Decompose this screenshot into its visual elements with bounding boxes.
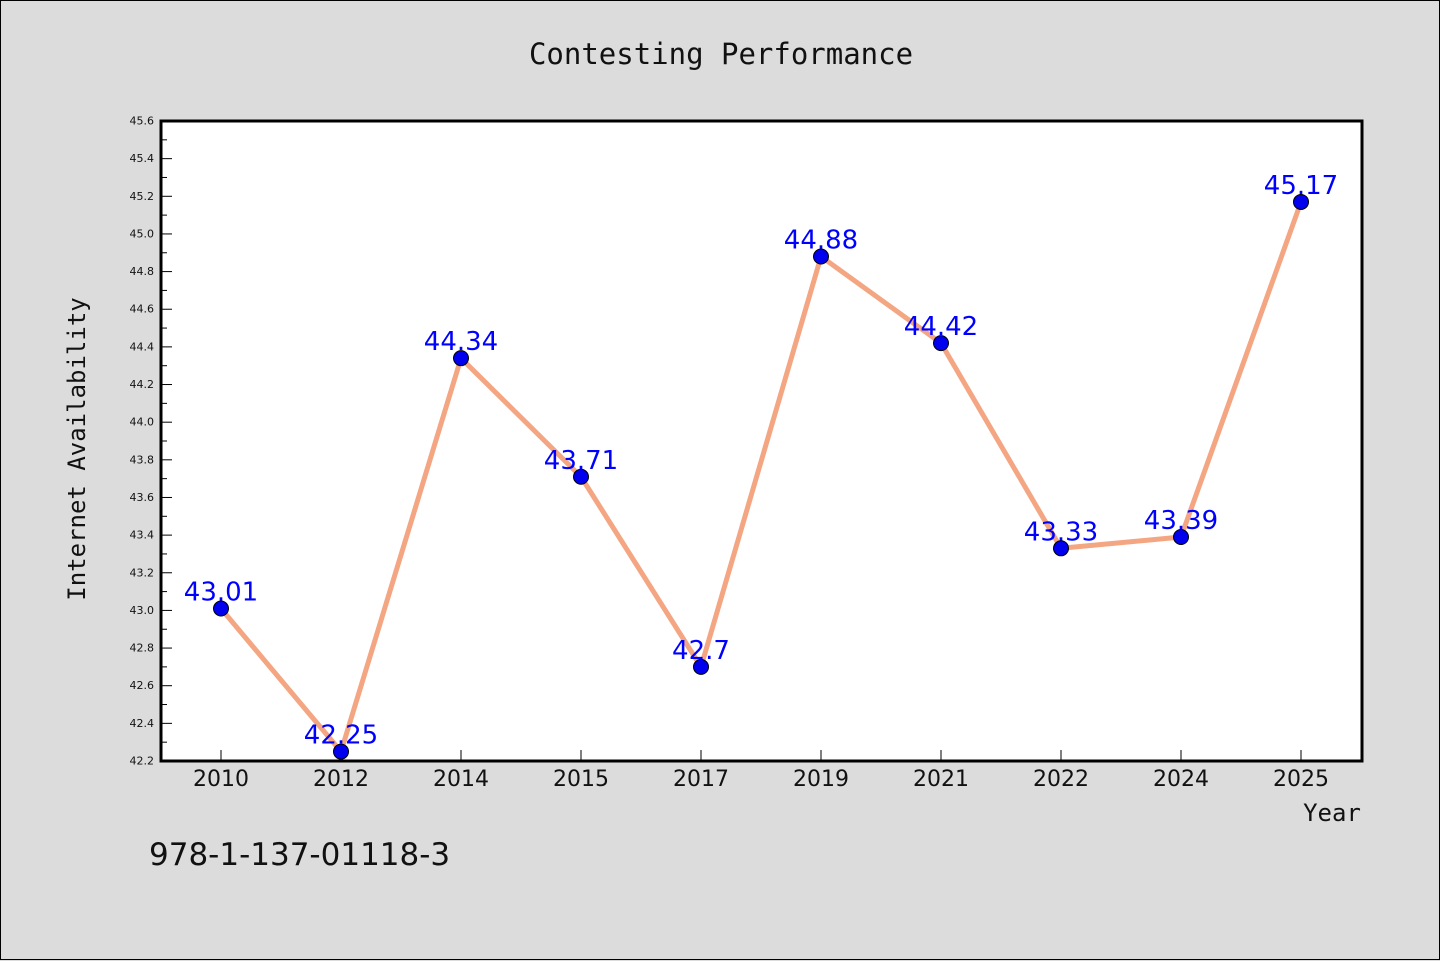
data-point bbox=[813, 248, 829, 265]
chart-title: Contesting Performance bbox=[529, 37, 913, 71]
x-tick-label: 2015 bbox=[553, 767, 609, 792]
data-point bbox=[1173, 529, 1189, 545]
data-point bbox=[933, 335, 949, 352]
y-tick-label: 45.2 bbox=[130, 190, 155, 203]
data-label: 44.34 bbox=[424, 327, 498, 357]
y-tick-label: 43.2 bbox=[130, 566, 155, 579]
x-tick-label: 2022 bbox=[1033, 767, 1089, 792]
y-tick-label: 43.0 bbox=[130, 604, 155, 617]
x-tick-label: 2019 bbox=[793, 767, 849, 792]
y-axis-label: Internet Availability bbox=[63, 297, 91, 600]
y-tick-label: 43.4 bbox=[130, 529, 155, 542]
data-labels-group: 43.01 42.25 44.34 43.71 42.7 44.88 44.42 43.33 4… bbox=[184, 171, 1338, 751]
plot-border bbox=[159, 119, 1364, 763]
y-axis-ticks: 42.2 42.4 42.6 42.8 43.0 43.2 43.4 43.6 43.8 44.0… bbox=[130, 115, 172, 768]
data-point bbox=[693, 658, 709, 675]
y-tick-label: 42.2 bbox=[130, 755, 155, 768]
plot-area bbox=[161, 121, 1362, 761]
y-tick-label: 43.8 bbox=[130, 453, 155, 466]
x-tick-label: 2025 bbox=[1273, 767, 1329, 792]
y-tick-label: 42.4 bbox=[130, 717, 155, 730]
series-line-group bbox=[218, 199, 1304, 755]
data-label: 43.33 bbox=[1024, 517, 1098, 547]
data-point bbox=[1293, 193, 1309, 210]
data-point bbox=[1053, 540, 1069, 557]
data-label: 44.42 bbox=[904, 312, 978, 342]
x-axis-label: Year bbox=[1303, 799, 1361, 827]
data-points-group bbox=[213, 193, 1309, 760]
data-label: 44.88 bbox=[784, 226, 858, 256]
data-point bbox=[573, 468, 589, 485]
y-tick-label: 44.8 bbox=[130, 265, 155, 278]
x-tick-label: 2024 bbox=[1153, 767, 1209, 792]
data-label: 42.7 bbox=[672, 636, 730, 666]
series-line bbox=[218, 199, 1304, 755]
data-point bbox=[213, 600, 229, 617]
y-tick-label: 44.6 bbox=[130, 303, 155, 316]
x-tick-label: 2012 bbox=[313, 767, 369, 792]
x-tick-label: 2017 bbox=[673, 767, 729, 792]
y-tick-label: 43.6 bbox=[130, 491, 155, 504]
y-tick-label: 42.6 bbox=[130, 679, 155, 692]
data-label: 43.01 bbox=[184, 578, 258, 608]
y-tick-label: 45.0 bbox=[130, 227, 155, 240]
x-tick-label: 2010 bbox=[193, 767, 249, 792]
y-tick-label: 44.4 bbox=[130, 340, 155, 353]
y-tick-label: 42.8 bbox=[130, 642, 155, 655]
y-tick-label: 44.2 bbox=[130, 378, 155, 391]
footnote-text: 978-1-137-01118-3 bbox=[149, 837, 450, 873]
data-point bbox=[333, 743, 349, 760]
y-tick-label: 45.4 bbox=[130, 152, 155, 165]
data-label: 43.71 bbox=[544, 446, 618, 476]
x-tick-label: 2021 bbox=[913, 767, 969, 792]
y-tick-label: 45.6 bbox=[130, 115, 155, 128]
data-label: 42.25 bbox=[304, 721, 378, 751]
x-axis-ticks: 2010 2012 2014 2015 2017 2019 2021 2022 2024 2025 bbox=[193, 750, 1329, 792]
data-label: 45.17 bbox=[1264, 171, 1338, 201]
x-tick-label: 2014 bbox=[433, 767, 489, 792]
y-tick-label: 44.0 bbox=[130, 416, 155, 429]
data-label: 43.39 bbox=[1144, 506, 1218, 536]
data-point bbox=[453, 350, 469, 367]
